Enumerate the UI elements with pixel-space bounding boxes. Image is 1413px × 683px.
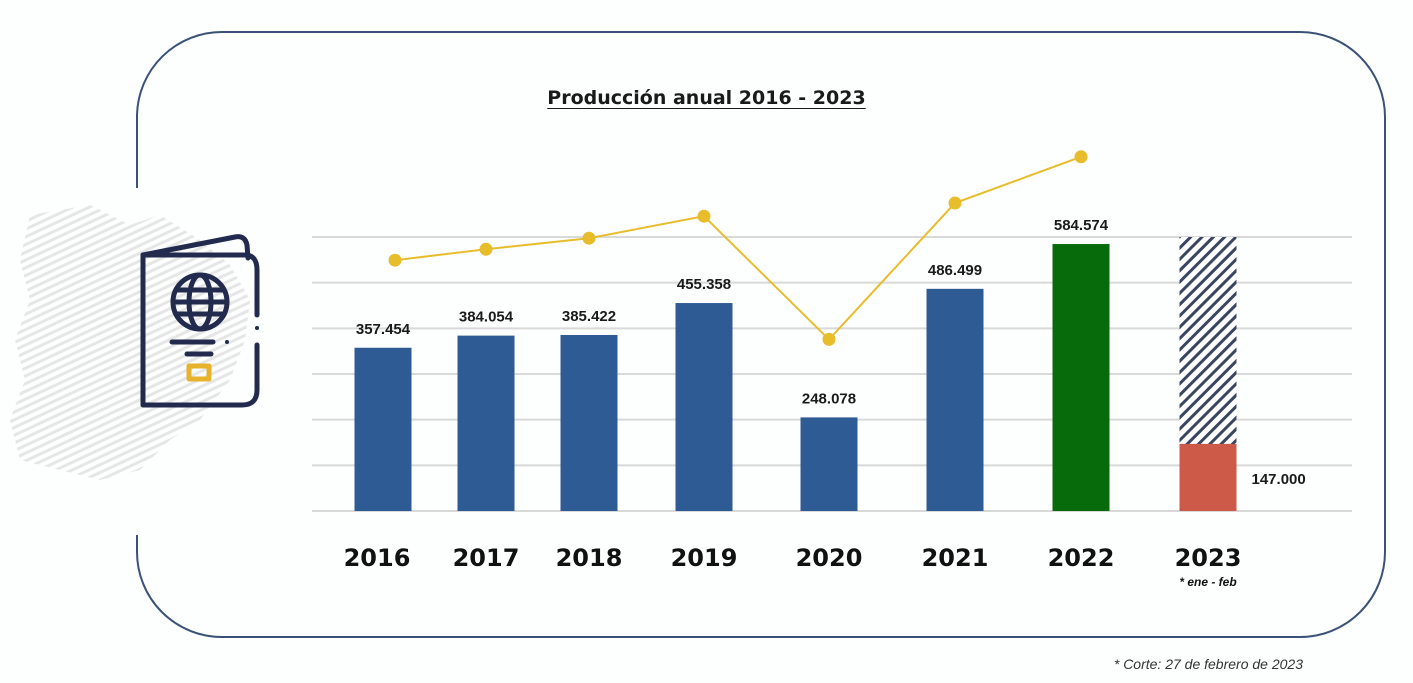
trend-point-2020: [822, 332, 836, 346]
trend-point-2016: [388, 253, 402, 267]
x-note-2023: * ene - feb: [1179, 575, 1236, 589]
data-label-2016: 357.454: [356, 321, 411, 338]
data-labels: 357.454 384.054 385.422 455.358 248.078 486.4…: [356, 217, 1306, 488]
x-label-2019: 2019: [671, 544, 738, 572]
bar-2021: [926, 288, 984, 511]
bar-2020: [800, 417, 858, 511]
chart-title: Producción anual 2016 - 2023: [0, 87, 1413, 109]
map-silhouette: [10, 205, 250, 480]
x-label-2022: 2022: [1048, 544, 1115, 572]
frame-border: [136, 31, 1386, 638]
data-label-2022: 584.574: [1054, 217, 1109, 234]
data-label-2020: 248.078: [802, 390, 856, 407]
bar-2022: [1052, 244, 1110, 511]
x-axis-labels: 2016 2017 2018 2019 2020 2021 2022 2023 * ene - …: [344, 544, 1242, 589]
trend-point-2022: [1074, 150, 1088, 164]
trend-point-2017: [479, 242, 493, 256]
data-label-2021: 486.499: [928, 262, 982, 279]
x-label-2021: 2021: [922, 544, 989, 572]
bar-2016: [354, 347, 412, 511]
footnote: * Corte: 27 de febrero de 2023: [1113, 656, 1303, 672]
x-label-2020: 2020: [796, 544, 863, 572]
trend-point-2021: [948, 196, 962, 210]
data-label-2017: 384.054: [459, 309, 514, 326]
data-label-2019: 455.358: [677, 276, 731, 293]
data-label-2023: 147.000: [1252, 471, 1306, 488]
x-label-2023: 2023: [1175, 544, 1242, 572]
bar-2018: [560, 334, 618, 511]
bar-2019: [675, 303, 733, 511]
trend-line: [388, 150, 1088, 346]
x-label-2018: 2018: [556, 544, 623, 572]
chart-title-text: Producción anual 2016 - 2023: [547, 87, 866, 109]
trend-point-2019: [697, 209, 711, 223]
bar-2023: [1179, 443, 1237, 511]
data-label-2018: 385.422: [562, 308, 616, 325]
trend-point-2018: [582, 231, 596, 245]
x-label-2017: 2017: [453, 544, 520, 572]
bars: [354, 237, 1237, 511]
x-label-2016: 2016: [344, 544, 411, 572]
passport-icon: [140, 234, 260, 408]
bar-2017: [457, 335, 515, 511]
